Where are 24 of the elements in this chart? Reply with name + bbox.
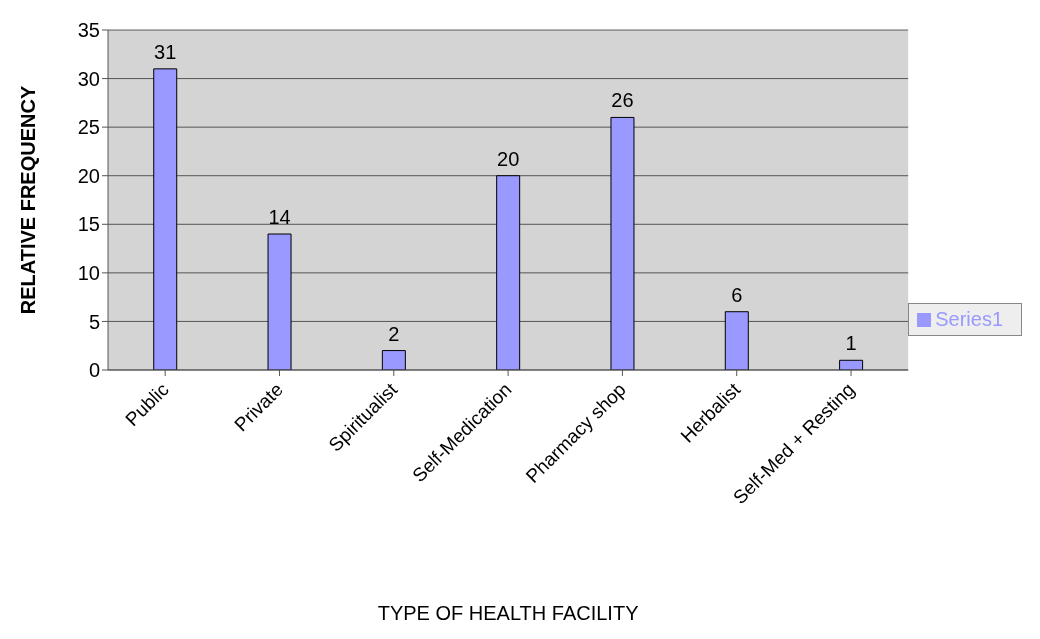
y-tick-label: 5	[88, 310, 100, 333]
bar	[724, 311, 749, 370]
bar	[381, 350, 406, 370]
data-label: 20	[497, 147, 520, 170]
bar	[267, 233, 292, 370]
bar	[610, 116, 635, 370]
data-label: 31	[154, 40, 177, 63]
y-axis-title: RELATIVE FREQUENCY	[17, 85, 40, 315]
data-label: 14	[268, 206, 291, 228]
data-label: 1	[845, 332, 857, 355]
legend-label: Series1	[935, 307, 1003, 330]
y-tick-label: 15	[77, 213, 100, 236]
y-tick-label: 25	[77, 116, 100, 139]
data-label: 6	[731, 283, 743, 306]
y-tick-label: 0	[88, 359, 100, 382]
y-tick-label: 35	[77, 19, 100, 42]
bar	[153, 68, 178, 370]
y-tick-label: 20	[77, 164, 100, 187]
bar	[496, 175, 521, 370]
y-tick-label: 30	[77, 67, 100, 90]
data-label: 26	[611, 89, 634, 112]
y-tick-label: 10	[77, 261, 100, 284]
data-label: 2	[388, 322, 400, 345]
x-axis-title: TYPE OF HEALTH FACILITY	[377, 602, 639, 624]
